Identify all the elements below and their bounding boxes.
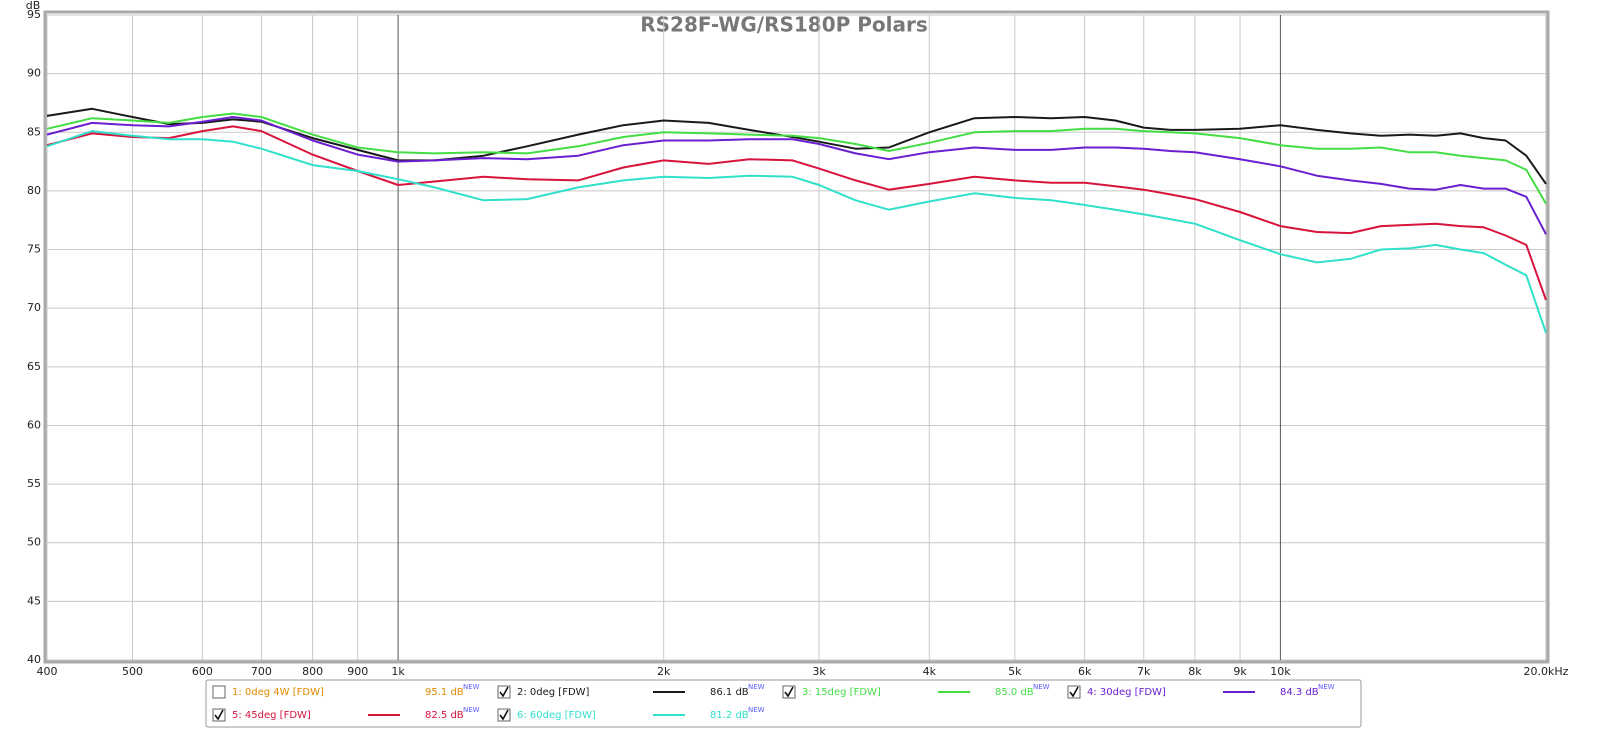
y-tick-label: 90 xyxy=(27,67,41,80)
legend-badge: NEW xyxy=(1033,683,1050,691)
legend-label: 3: 15deg [FDW] xyxy=(802,687,881,698)
y-tick-label: 45 xyxy=(27,594,41,607)
legend-checkbox[interactable] xyxy=(782,685,796,699)
legend-badge: NEW xyxy=(748,706,765,714)
legend-item: 6: 60deg [FDW] 81.2 dB NEW xyxy=(497,706,765,722)
series-line xyxy=(46,107,1547,185)
checkbox-check xyxy=(1069,686,1079,698)
y-tick-label: 85 xyxy=(27,125,41,138)
legend-level: 85.0 dB xyxy=(995,687,1034,698)
x-tick-label: 2k xyxy=(657,665,671,678)
checkbox-check xyxy=(499,686,509,698)
x-tick-label: 1k xyxy=(391,665,405,678)
series-line xyxy=(46,125,1547,301)
x-tick-label: 700 xyxy=(251,665,272,678)
chart-title: RS28F-WG/RS180P Polars xyxy=(640,13,928,37)
legend-badge: NEW xyxy=(463,683,480,691)
y-tick-label: 95 xyxy=(27,8,41,21)
x-tick-label: 7k xyxy=(1137,665,1151,678)
x-tick-label: 600 xyxy=(192,665,213,678)
x-tick-label: 10k xyxy=(1270,665,1291,678)
plot-area xyxy=(46,14,1547,661)
y-tick-label: 70 xyxy=(27,301,41,314)
series-line xyxy=(46,112,1547,205)
legend-badge: NEW xyxy=(463,706,480,714)
legend-item: 2: 0deg [FDW] 86.1 dB NEW xyxy=(497,683,765,699)
legend-level: 81.2 dB xyxy=(710,710,749,721)
legend-label: 6: 60deg [FDW] xyxy=(517,710,596,721)
legend-item: 5: 45deg [FDW] 82.5 dB NEW xyxy=(212,706,480,722)
legend-level: 84.3 dB xyxy=(1280,687,1319,698)
legend-checkbox[interactable] xyxy=(212,685,226,699)
legend-checkbox[interactable] xyxy=(212,708,226,722)
legend-label: 2: 0deg [FDW] xyxy=(517,687,590,698)
x-tick-label: 800 xyxy=(302,665,323,678)
y-tick-label: 65 xyxy=(27,360,41,373)
legend-checkbox[interactable] xyxy=(497,685,511,699)
series-line xyxy=(46,116,1547,235)
legend-label: 4: 30deg [FDW] xyxy=(1087,687,1166,698)
x-tick-label: 8k xyxy=(1188,665,1202,678)
y-tick-label: 60 xyxy=(27,418,41,431)
legend-label: 1: 0deg 4W [FDW] xyxy=(232,687,324,698)
y-tick-label: 75 xyxy=(27,243,41,256)
legend-badge: NEW xyxy=(1318,683,1335,691)
y-unit: dB xyxy=(26,0,41,12)
series-line xyxy=(46,130,1547,334)
y-tick-label: 40 xyxy=(27,653,41,666)
x-tick-label: 3k xyxy=(812,665,826,678)
checkbox-check xyxy=(499,709,509,721)
x-tick-label: 9k xyxy=(1233,665,1247,678)
legend-level: 95.1 dB xyxy=(425,687,464,698)
x-tick-label: 400 xyxy=(37,665,58,678)
checkbox-box xyxy=(212,685,226,699)
checkbox-check xyxy=(214,709,224,721)
legend-item: 4: 30deg [FDW] 84.3 dB NEW xyxy=(1067,683,1335,699)
x-tick-label: 4k xyxy=(923,665,937,678)
x-tick-label: 6k xyxy=(1078,665,1092,678)
x-tick-label: 500 xyxy=(122,665,143,678)
legend-label: 5: 45deg [FDW] xyxy=(232,710,311,721)
legend-item: 1: 0deg 4W [FDW] 95.1 dB NEW xyxy=(212,683,480,699)
legend-badge: NEW xyxy=(748,683,765,691)
y-tick-label: 80 xyxy=(27,184,41,197)
x-tick-label: 20.0kHz xyxy=(1524,665,1569,678)
legend-checkbox[interactable] xyxy=(1067,685,1081,699)
legend-level: 82.5 dB xyxy=(425,710,464,721)
legend-level: 86.1 dB xyxy=(710,687,749,698)
legend-item: 3: 15deg [FDW] 85.0 dB NEW xyxy=(782,683,1050,699)
y-tick-label: 55 xyxy=(27,477,41,490)
plot-frame xyxy=(43,10,1550,664)
x-tick-label: 900 xyxy=(347,665,368,678)
x-tick-label: 5k xyxy=(1008,665,1022,678)
y-tick-label: 50 xyxy=(27,536,41,549)
legend-checkbox[interactable] xyxy=(497,708,511,722)
checkbox-check xyxy=(784,686,794,698)
